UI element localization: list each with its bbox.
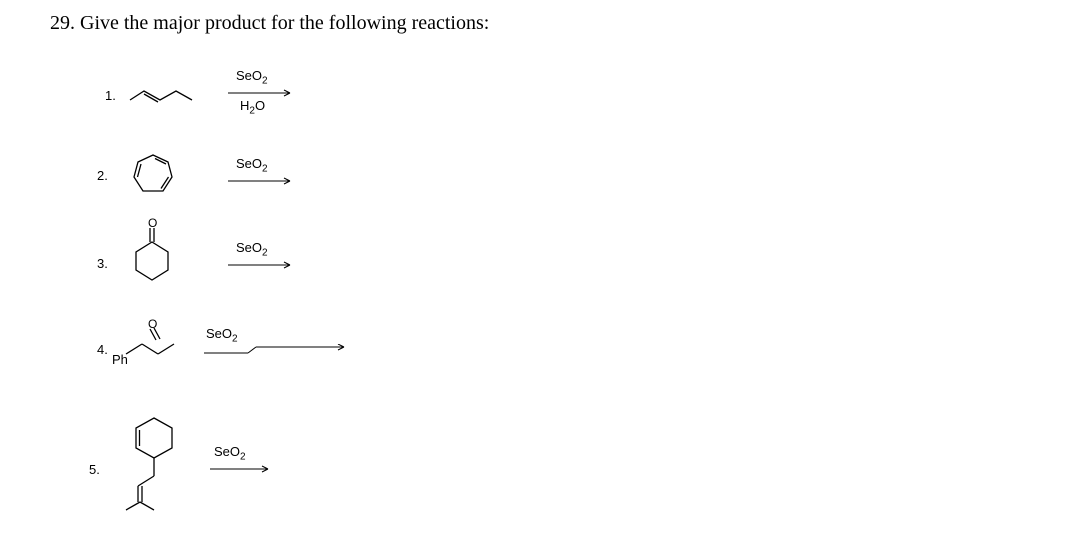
item-4-molecule bbox=[120, 326, 186, 360]
page: 29. Give the major product for the follo… bbox=[0, 0, 1080, 555]
item-2-molecule bbox=[130, 152, 176, 196]
item-1-reagent-bottom: H2O bbox=[240, 98, 265, 117]
item-3-reagent-top: SeO2 bbox=[236, 240, 268, 259]
item-3-number: 3. bbox=[97, 256, 108, 271]
item-5-molecule bbox=[124, 414, 188, 514]
question-text: Give the major product for the following… bbox=[80, 12, 489, 34]
item-1-reagent-top: SeO2 bbox=[236, 68, 268, 87]
question-title: 29. Give the major product for the follo… bbox=[50, 12, 489, 35]
item-3-molecule bbox=[128, 226, 176, 288]
item-2-number: 2. bbox=[97, 168, 108, 183]
item-4-number: 4. bbox=[97, 342, 108, 357]
item-4-ph-label: Ph bbox=[112, 352, 128, 367]
item-2-reagent-top: SeO2 bbox=[236, 156, 268, 175]
item-1-molecule bbox=[128, 84, 198, 106]
item-1-number: 1. bbox=[105, 88, 116, 103]
question-number: 29. bbox=[50, 12, 75, 34]
item-5-number: 5. bbox=[89, 462, 100, 477]
item-4-reagent-top: SeO2 bbox=[206, 326, 238, 345]
item-5-reagent-top: SeO2 bbox=[214, 444, 246, 463]
